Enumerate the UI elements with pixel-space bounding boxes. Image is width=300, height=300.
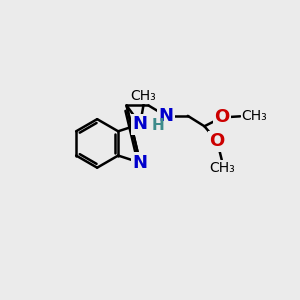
- Text: CH₃: CH₃: [242, 109, 267, 123]
- Text: N: N: [158, 107, 173, 125]
- Text: H: H: [152, 118, 164, 133]
- Text: O: O: [209, 132, 225, 150]
- Text: CH₃: CH₃: [131, 89, 157, 103]
- Text: N: N: [133, 154, 148, 172]
- Text: CH₃: CH₃: [209, 161, 235, 175]
- Text: O: O: [214, 109, 229, 127]
- Text: N: N: [133, 115, 148, 133]
